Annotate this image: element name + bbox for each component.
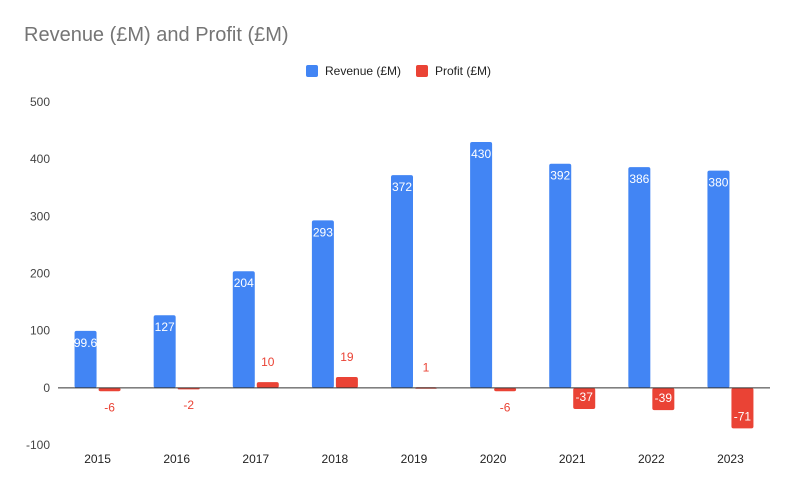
- x-tick-label: 2022: [638, 452, 665, 466]
- data-label: -6: [104, 400, 115, 414]
- bar: [707, 170, 730, 388]
- legend-swatch-revenue: [306, 65, 318, 77]
- data-label: -39: [655, 391, 673, 405]
- chart-title: Revenue (£M) and Profit (£M): [24, 24, 289, 46]
- x-tick-label: 2017: [242, 452, 269, 466]
- y-tick-label: 200: [30, 267, 50, 281]
- x-tick-label: 2019: [401, 452, 428, 466]
- bar: [311, 220, 334, 388]
- data-label: 430: [471, 147, 491, 161]
- bar: [470, 142, 493, 388]
- bar: [232, 271, 255, 388]
- data-label: -71: [734, 409, 752, 423]
- y-tick-label: 300: [30, 209, 50, 223]
- data-label: 1: [423, 360, 430, 374]
- bar: [652, 387, 675, 411]
- data-label: 392: [550, 169, 570, 183]
- data-label: 293: [313, 225, 333, 239]
- x-tick-label: 2016: [163, 452, 190, 466]
- x-tick-label: 2020: [480, 452, 507, 466]
- bar: [573, 387, 596, 409]
- legend-item-profit: Profit (£M): [416, 64, 491, 78]
- data-label: -37: [576, 390, 594, 404]
- legend-item-revenue: Revenue (£M): [306, 64, 401, 78]
- y-tick-label: 400: [30, 152, 50, 166]
- data-label: 127: [155, 320, 175, 334]
- data-label: 10: [261, 355, 275, 369]
- x-tick-label: 2015: [84, 452, 111, 466]
- data-label: -2: [183, 398, 194, 412]
- data-label: 99.6: [74, 336, 98, 350]
- legend-label-profit: Profit (£M): [435, 64, 492, 78]
- bar: [98, 387, 121, 392]
- y-tick-label: -100: [26, 438, 50, 452]
- data-label: 19: [340, 350, 354, 364]
- chart-legend: Revenue (£M) Profit (£M): [0, 64, 794, 80]
- x-tick-label: 2023: [717, 452, 744, 466]
- y-tick-label: 0: [43, 381, 50, 395]
- data-label: 372: [392, 180, 412, 194]
- bar: [494, 387, 517, 392]
- legend-swatch-profit: [416, 65, 428, 77]
- x-tick-label: 2021: [559, 452, 586, 466]
- legend-label-revenue: Revenue (£M): [325, 64, 402, 78]
- bar: [74, 330, 97, 388]
- data-label: 386: [629, 172, 649, 186]
- bar: [335, 376, 358, 388]
- bar: [549, 163, 572, 388]
- y-tick-label: 500: [30, 95, 50, 109]
- data-label: -6: [500, 400, 511, 414]
- x-tick-label: 2018: [322, 452, 349, 466]
- bar: [391, 175, 413, 388]
- data-label: 204: [234, 276, 254, 290]
- bar: [153, 315, 176, 388]
- bar: [256, 382, 279, 388]
- bar: [731, 387, 754, 429]
- y-tick-label: 100: [30, 324, 50, 338]
- bar: [628, 167, 651, 388]
- data-label: 380: [708, 176, 728, 190]
